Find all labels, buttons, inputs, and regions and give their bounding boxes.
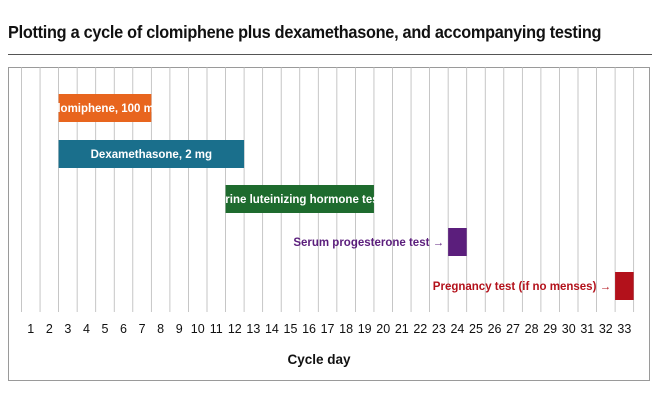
- x-tick-label: 22: [413, 322, 427, 336]
- x-tick-label: 17: [321, 322, 335, 336]
- x-tick-label: 28: [525, 322, 539, 336]
- x-tick-label: 7: [139, 322, 146, 336]
- bar-label: Clomiphene, 100 mg: [49, 103, 161, 115]
- x-tick-label: 33: [617, 322, 631, 336]
- bar: [225, 185, 374, 213]
- x-tick-label: 6: [120, 322, 127, 336]
- x-tick-label: 30: [562, 322, 576, 336]
- x-tick-label: 10: [191, 322, 205, 336]
- bar: [448, 228, 467, 256]
- x-tick-label: 12: [228, 322, 242, 336]
- chart-title: Plotting a cycle of clomiphene plus dexa…: [8, 22, 602, 42]
- x-tick-label: 19: [358, 322, 372, 336]
- x-tick-label: 4: [83, 322, 90, 336]
- bar-label: Dexamethasone, 2 mg: [91, 149, 212, 161]
- x-tick-label: 11: [210, 322, 223, 336]
- x-tick-label: 14: [265, 322, 279, 336]
- bars: Clomiphene, 100 mg Dexamethasone, 2 mg Uri…: [49, 94, 634, 300]
- x-tick-label: 26: [488, 322, 502, 336]
- x-tick-label: 25: [469, 322, 483, 336]
- x-tick-label: 16: [302, 322, 316, 336]
- x-tick-label: 1: [27, 322, 34, 336]
- x-tick-label: 29: [543, 322, 557, 336]
- x-axis-label: Cycle day: [287, 352, 351, 367]
- x-tick-label: 21: [395, 322, 409, 336]
- x-tick-label: 3: [64, 322, 71, 336]
- bar-label: Serum progesterone test →: [293, 237, 444, 249]
- chart-frame: [8, 67, 650, 381]
- tick-labels: 1 2 3 4 5 6 7 8 9 10 11 12 13 14 15 16 17 18 19 20 21 22 23 24 2…: [27, 322, 631, 336]
- bar-label: Urine luteinizing hormone test: [217, 194, 383, 206]
- x-tick-label: 32: [599, 322, 613, 336]
- x-tick-label: 31: [580, 322, 594, 336]
- x-tick-label: 2: [46, 322, 53, 336]
- x-tick-label: 5: [101, 322, 108, 336]
- x-tick-label: 20: [376, 322, 390, 336]
- x-tick-label: 8: [157, 322, 164, 336]
- x-tick-label: 27: [506, 322, 520, 336]
- title-divider: [8, 54, 652, 55]
- x-tick-label: 23: [432, 322, 446, 336]
- bar: [58, 94, 152, 122]
- x-tick-label: 13: [246, 322, 260, 336]
- x-tick-label: 15: [284, 322, 298, 336]
- x-tick-label: 18: [339, 322, 353, 336]
- bar: [615, 272, 634, 300]
- x-tick-label: 24: [450, 322, 464, 336]
- x-tick-label: 9: [176, 322, 183, 336]
- bar-label: Pregnancy test (if no menses) →: [433, 281, 611, 293]
- bar: [58, 140, 245, 168]
